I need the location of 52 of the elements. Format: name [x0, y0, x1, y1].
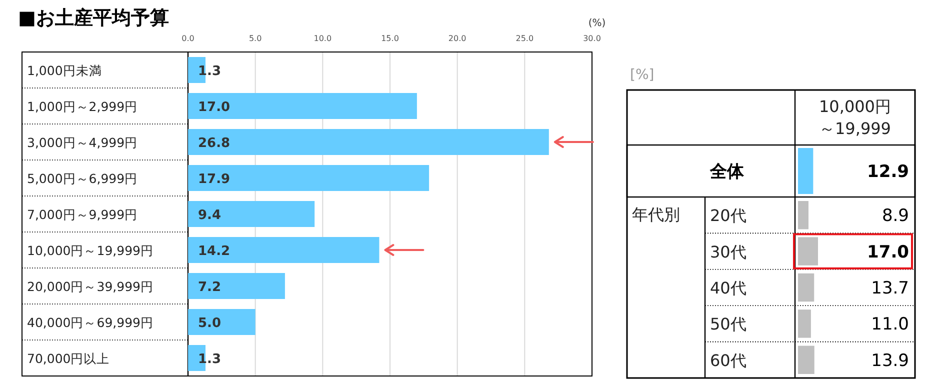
y-tick-label: 1,000円未満 — [27, 63, 102, 78]
data-label: 17.0 — [867, 242, 910, 262]
y-tick-label: 40代 — [710, 278, 746, 298]
data-label: 9.4 — [198, 208, 222, 223]
data-label: 13.9 — [871, 350, 909, 371]
bar — [188, 93, 417, 119]
x-tick-label: 15.0 — [381, 34, 399, 43]
data-label: 17.0 — [198, 100, 230, 115]
bar — [798, 201, 808, 230]
y-tick-label: 10,000円～19,999円 — [27, 243, 154, 258]
bar — [798, 237, 818, 266]
y-tick-label: 20代 — [710, 206, 746, 226]
x-tick-label: 25.0 — [516, 34, 534, 43]
bar — [188, 309, 256, 335]
y-tick-label: 全体 — [709, 162, 745, 182]
data-label: 14.2 — [198, 244, 230, 259]
data-label: 26.8 — [198, 136, 230, 151]
data-label: 5.0 — [198, 316, 222, 331]
y-tick-label: 60代 — [710, 350, 746, 370]
bar — [798, 273, 814, 302]
x-tick-label: 10.0 — [314, 34, 332, 43]
y-tick-label: 40,000円～69,999円 — [27, 315, 154, 330]
data-label: 7.2 — [198, 280, 222, 295]
bar — [188, 165, 430, 191]
y-tick-label: 7,000円～9,999円 — [27, 207, 138, 222]
y-tick-label: 1,000円～2,999円 — [27, 99, 138, 114]
x-axis-title: (%) — [588, 18, 606, 29]
y-tick-label: 30代 — [710, 242, 746, 262]
x-tick-label: 20.0 — [448, 34, 466, 43]
data-label: 8.9 — [882, 206, 909, 226]
data-label: 12.9 — [867, 162, 909, 182]
bar — [188, 237, 380, 263]
bar — [798, 346, 814, 374]
y-tick-label: 3,000円～4,999円 — [27, 135, 138, 150]
text: [%] — [630, 67, 654, 83]
bar — [188, 129, 549, 155]
data-label: 11.0 — [871, 314, 909, 335]
bar — [188, 201, 315, 227]
x-tick-label: 5.0 — [248, 34, 262, 43]
x-tick-label: 30.0 — [583, 34, 601, 43]
x-tick-label: 0.0 — [182, 34, 194, 43]
data-label: 17.9 — [198, 172, 230, 187]
y-axis-title: 年代別 — [632, 205, 680, 224]
y-tick-label: 70,000円以上 — [27, 351, 110, 366]
chart-title: ■お土産平均予算 — [18, 7, 169, 29]
y-tick-label: 20,000円～39,999円 — [27, 279, 154, 294]
y-tick-label: 50代 — [710, 314, 746, 334]
bar — [798, 310, 811, 338]
y-tick-label: 5,000円～6,999円 — [27, 171, 138, 186]
data-label: 13.7 — [871, 278, 909, 298]
text: 10,000円～19,999 — [819, 97, 891, 138]
bar — [188, 273, 285, 299]
